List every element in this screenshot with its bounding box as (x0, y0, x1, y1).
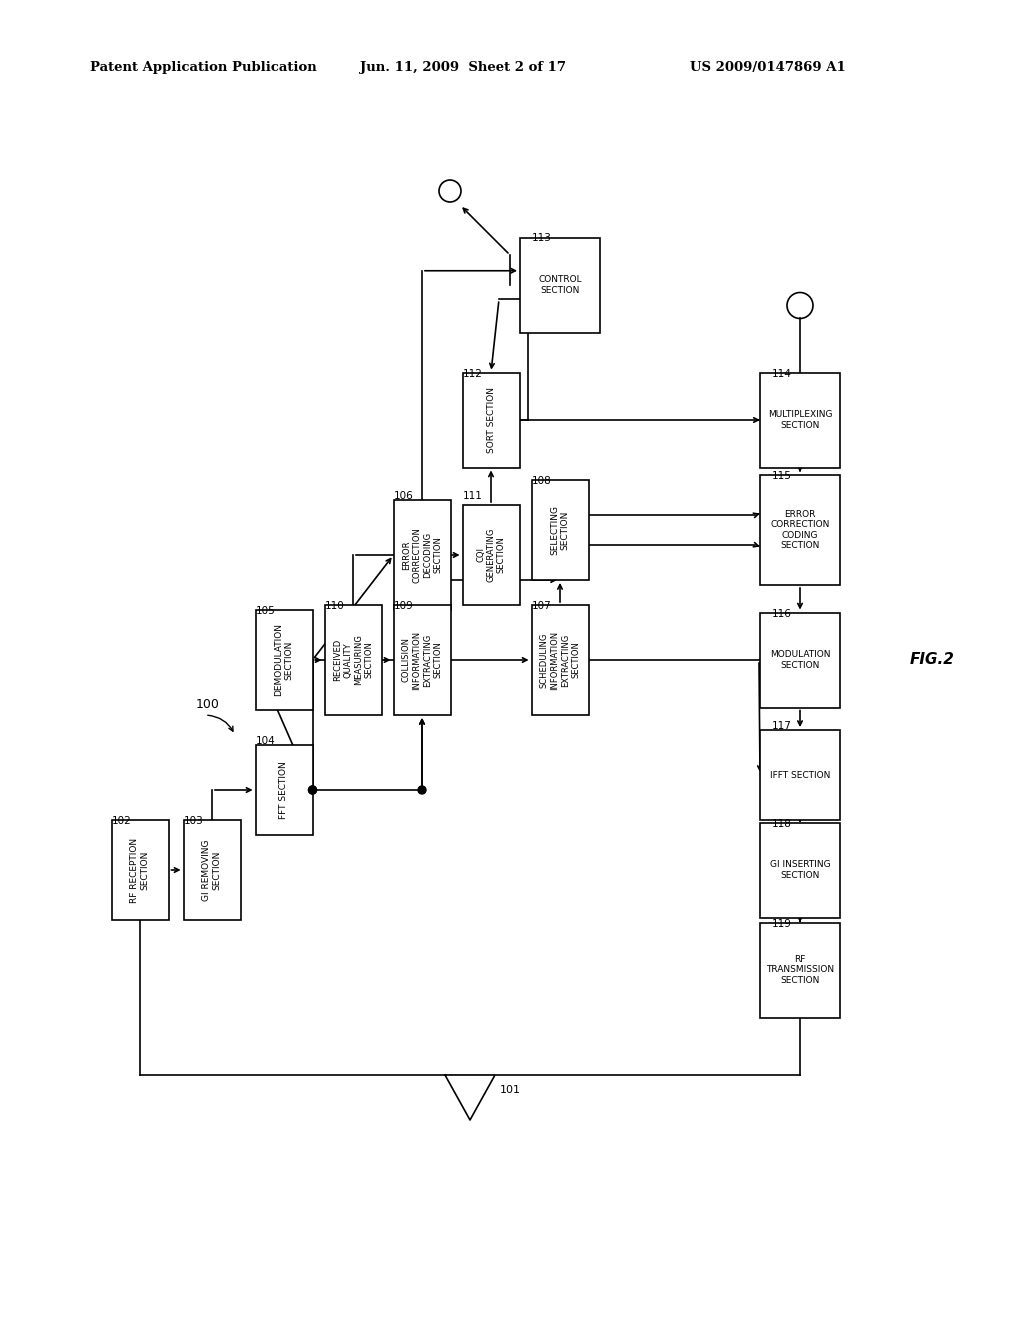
Bar (760, 730, 840, 820)
Text: RECEIVED
QUALITY
MEASURING
SECTION: RECEIVED QUALITY MEASURING SECTION (333, 635, 373, 685)
Bar (325, 605, 382, 715)
Text: CQI
GENERATING
SECTION: CQI GENERATING SECTION (476, 528, 506, 582)
Text: CONTROL
SECTION: CONTROL SECTION (539, 276, 582, 294)
Bar (393, 500, 451, 610)
Bar (393, 605, 451, 715)
Text: 109: 109 (394, 601, 414, 611)
Text: ERROR
CORRECTION
CODING
SECTION: ERROR CORRECTION CODING SECTION (770, 510, 829, 550)
Text: 108: 108 (532, 477, 552, 486)
Text: 116: 116 (772, 609, 792, 619)
Bar (760, 372, 840, 467)
Text: 119: 119 (772, 919, 792, 929)
Polygon shape (445, 1074, 495, 1119)
Text: Jun. 11, 2009  Sheet 2 of 17: Jun. 11, 2009 Sheet 2 of 17 (360, 62, 566, 74)
Text: US 2009/0147869 A1: US 2009/0147869 A1 (690, 62, 846, 74)
Bar (183, 820, 241, 920)
Bar (760, 475, 840, 585)
Circle shape (308, 785, 316, 795)
Text: GI INSERTING
SECTION: GI INSERTING SECTION (770, 861, 830, 879)
Text: 103: 103 (184, 816, 204, 826)
Bar (760, 923, 840, 1018)
Text: DEMODULATION
SECTION: DEMODULATION SECTION (274, 623, 294, 697)
Text: 118: 118 (772, 818, 792, 829)
Text: 110: 110 (325, 601, 345, 611)
Text: RF
TRANSMISSION
SECTION: RF TRANSMISSION SECTION (766, 956, 835, 985)
Text: MODULATION
SECTION: MODULATION SECTION (770, 651, 830, 669)
Bar (112, 820, 169, 920)
Circle shape (418, 785, 426, 795)
Text: 102: 102 (112, 816, 132, 826)
Text: 117: 117 (772, 721, 792, 731)
Bar (463, 372, 519, 467)
Text: 104: 104 (256, 737, 275, 746)
Text: FFT SECTION: FFT SECTION (280, 762, 289, 818)
Text: 101: 101 (500, 1085, 521, 1096)
Text: Patent Application Publication: Patent Application Publication (90, 62, 316, 74)
Text: FIG.2: FIG.2 (910, 652, 954, 668)
Text: COLLISION
INFORMATION
EXTRACTING
SECTION: COLLISION INFORMATION EXTRACTING SECTION (401, 631, 442, 689)
Text: 111: 111 (463, 491, 483, 502)
Text: 106: 106 (394, 491, 414, 502)
Text: MULTIPLEXING
SECTION: MULTIPLEXING SECTION (768, 411, 833, 430)
Circle shape (308, 785, 316, 795)
Bar (531, 605, 589, 715)
Text: 114: 114 (772, 370, 792, 379)
Text: 113: 113 (532, 234, 552, 243)
Bar (760, 822, 840, 917)
Bar (256, 744, 312, 836)
Text: RF RECEPTION
SECTION: RF RECEPTION SECTION (130, 837, 150, 903)
Text: 107: 107 (532, 601, 552, 611)
Text: 100: 100 (196, 698, 220, 711)
Text: ERROR
CORRECTION
DECODING
SECTION: ERROR CORRECTION DECODING SECTION (401, 527, 442, 583)
Text: 115: 115 (772, 471, 792, 480)
Text: 112: 112 (463, 370, 483, 379)
Text: SCHEDULING
INFORMATION
EXTRACTING
SECTION: SCHEDULING INFORMATION EXTRACTING SECTIO… (540, 631, 581, 689)
Bar (520, 238, 600, 333)
Bar (256, 610, 312, 710)
Bar (760, 612, 840, 708)
Text: 105: 105 (256, 606, 275, 616)
Bar (531, 480, 589, 579)
Text: IFFT SECTION: IFFT SECTION (770, 771, 830, 780)
Bar (463, 506, 519, 605)
Text: SELECTING
SECTION: SELECTING SECTION (550, 506, 569, 554)
Text: GI REMOVING
SECTION: GI REMOVING SECTION (203, 840, 222, 900)
Text: SORT SECTION: SORT SECTION (486, 387, 496, 453)
